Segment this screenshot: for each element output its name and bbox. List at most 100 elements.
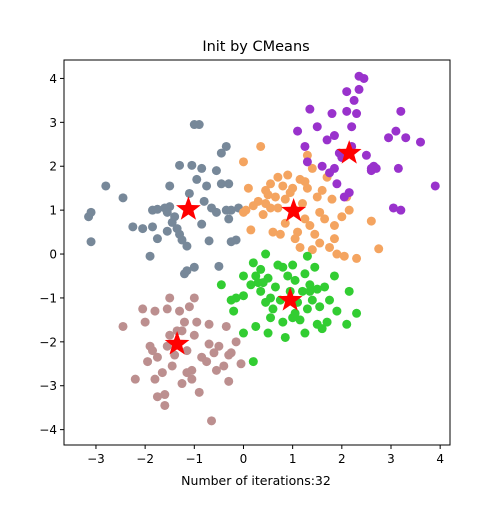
- data-point: [320, 214, 330, 224]
- data-point: [194, 387, 204, 397]
- data-point: [182, 266, 192, 276]
- data-point: [332, 179, 342, 189]
- data-point: [329, 221, 339, 230]
- data-point: [374, 244, 384, 254]
- data-point: [152, 234, 162, 244]
- data-point: [263, 190, 273, 200]
- data-point: [305, 286, 315, 296]
- data-point: [300, 214, 310, 224]
- data-point: [118, 321, 128, 331]
- data-point: [297, 286, 307, 296]
- data-point: [302, 150, 312, 160]
- data-point: [263, 328, 273, 338]
- data-point: [150, 374, 160, 384]
- data-point: [162, 207, 172, 217]
- data-point: [86, 207, 96, 217]
- centroid-star-marker: [176, 196, 201, 220]
- data-point: [170, 212, 180, 222]
- y-tick-label: −1: [39, 291, 57, 305]
- data-point: [248, 258, 258, 268]
- data-point: [177, 326, 187, 336]
- data-point: [256, 264, 266, 274]
- data-point: [288, 183, 298, 193]
- data-point: [253, 196, 263, 206]
- data-point: [361, 150, 371, 160]
- data-point: [162, 304, 172, 314]
- data-point: [197, 219, 207, 229]
- data-point: [246, 225, 256, 235]
- data-point: [202, 181, 212, 191]
- y-tick-label: −4: [39, 423, 57, 437]
- data-point: [246, 280, 256, 290]
- x-tick-label: 0: [240, 452, 248, 466]
- data-point: [312, 192, 322, 202]
- y-tick-label: −3: [39, 379, 57, 393]
- data-point: [307, 295, 317, 305]
- centroid-star-marker: [336, 140, 362, 164]
- data-point: [216, 280, 226, 290]
- data-point: [167, 361, 177, 371]
- centroid-star-marker: [164, 331, 190, 355]
- data-point: [184, 302, 194, 312]
- data-point: [187, 374, 197, 384]
- data-point: [280, 194, 290, 204]
- data-point: [189, 330, 199, 340]
- data-point: [401, 133, 411, 143]
- x-tick-label: −1: [185, 452, 203, 466]
- data-point: [216, 179, 226, 189]
- data-point: [162, 226, 172, 236]
- data-point: [128, 222, 138, 232]
- data-point: [317, 185, 327, 195]
- data-point: [391, 126, 401, 136]
- data-point: [224, 376, 234, 386]
- data-point: [204, 319, 214, 329]
- data-point: [329, 271, 339, 281]
- data-point: [278, 262, 288, 272]
- data-point: [344, 205, 354, 215]
- data-point: [312, 284, 322, 294]
- data-point: [236, 359, 246, 369]
- data-point: [148, 222, 158, 232]
- data-point: [157, 368, 167, 378]
- data-point: [352, 308, 362, 318]
- data-point: [197, 163, 207, 173]
- data-point: [160, 390, 170, 400]
- data-point: [263, 273, 273, 283]
- data-point: [261, 199, 271, 209]
- data-point: [231, 235, 241, 245]
- data-point: [310, 262, 320, 272]
- data-point: [86, 237, 96, 247]
- data-point: [238, 157, 248, 167]
- data-point: [278, 181, 288, 191]
- data-point: [224, 214, 234, 224]
- data-point: [327, 194, 337, 204]
- data-point: [177, 379, 187, 389]
- data-point: [118, 193, 128, 203]
- y-tick-label: 3: [49, 116, 57, 130]
- y-tick-label: −2: [39, 335, 57, 349]
- data-point: [170, 350, 180, 360]
- data-point: [352, 253, 362, 263]
- data-point: [329, 163, 339, 173]
- centroid-star-marker: [281, 198, 306, 222]
- centroid-layer: [164, 140, 362, 355]
- data-point: [339, 251, 349, 261]
- data-point: [342, 319, 352, 329]
- data-point: [266, 179, 276, 189]
- data-point: [297, 199, 307, 209]
- data-point: [273, 203, 283, 213]
- data-point: [221, 321, 231, 331]
- data-point: [266, 313, 276, 323]
- data-point: [371, 163, 381, 173]
- data-point: [342, 106, 352, 116]
- data-point: [315, 238, 325, 248]
- data-point: [352, 109, 362, 119]
- data-point: [182, 368, 192, 378]
- data-point: [300, 141, 310, 151]
- data-point: [266, 293, 276, 303]
- data-point: [238, 271, 248, 281]
- data-point: [329, 234, 339, 244]
